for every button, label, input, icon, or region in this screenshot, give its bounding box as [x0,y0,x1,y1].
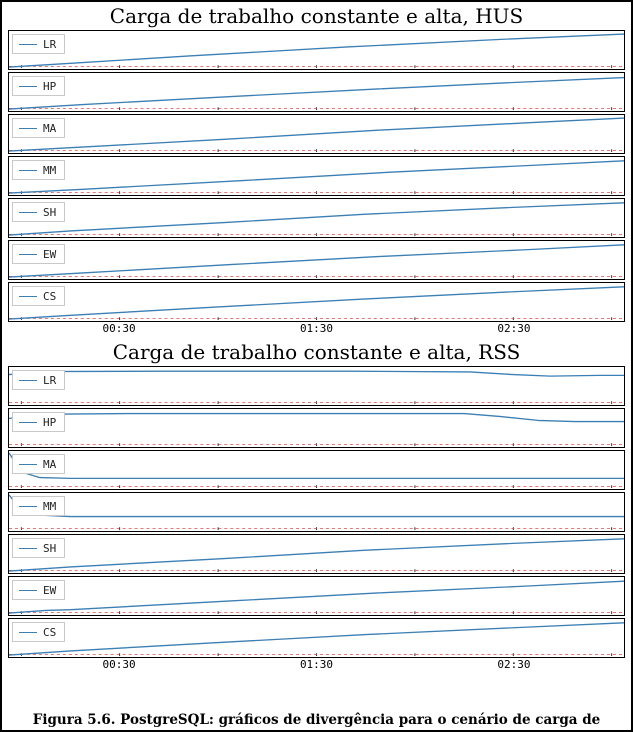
legend: MM [12,160,65,180]
x-tick-label: 02:30 [497,322,530,335]
chart-panel: LR [8,30,625,70]
figure-page: Carga de trabalho constante e alta, HUSL… [0,0,633,732]
legend: CS [12,286,65,306]
chart-panel: HP [8,72,625,112]
legend: LR [12,34,65,54]
legend-label: LR [43,374,56,387]
legend-label: HP [43,416,56,429]
figure-caption: Figura 5.6. PostgreSQL: gráficos de dive… [2,706,631,730]
chart-panel: EW [8,576,625,616]
x-tick-label: 00:30 [102,322,135,335]
legend-label: HP [43,80,56,93]
chart-panel: MA [8,450,625,490]
legend-swatch [19,296,37,297]
legend-swatch [19,506,37,507]
legend-swatch [19,548,37,549]
legend: MA [12,118,65,138]
legend-label: SH [43,206,56,219]
chart-block: Carga de trabalho constante e alta, RSSL… [2,338,631,674]
legend-label: MM [43,500,56,513]
legend-swatch [19,128,37,129]
panel-stack: LR HP MA MM SH EW CS [2,366,631,658]
legend: CS [12,622,65,642]
legend-label: SH [43,542,56,555]
legend-swatch [19,632,37,633]
legend-swatch [19,464,37,465]
legend-swatch [19,86,37,87]
x-axis: 00:30 01:30 02:30 [8,658,625,674]
panel-stack: LR HP MA MM SH EW CS [2,30,631,322]
x-axis: 00:30 01:30 02:30 [8,322,625,338]
legend: HP [12,412,65,432]
legend: EW [12,244,65,264]
legend-label: CS [43,290,56,303]
chart-block: Carga de trabalho constante e alta, HUSL… [2,2,631,338]
legend: SH [12,202,65,222]
x-tick-label: 02:30 [497,658,530,671]
legend-label: MA [43,458,56,471]
chart-panel: MM [8,156,625,196]
chart-panel: MA [8,114,625,154]
chart-panel: LR [8,366,625,406]
block-title: Carga de trabalho constante e alta, HUS [2,2,631,28]
x-tick-label: 01:30 [300,322,333,335]
legend-swatch [19,212,37,213]
legend: SH [12,538,65,558]
x-tick-label: 00:30 [102,658,135,671]
chart-panel: MM [8,492,625,532]
legend-swatch [19,254,37,255]
chart-panel: SH [8,198,625,238]
legend-label: EW [43,248,56,261]
legend-label: MA [43,122,56,135]
x-tick-label: 01:30 [300,658,333,671]
legend: EW [12,580,65,600]
chart-panel: SH [8,534,625,574]
legend-swatch [19,380,37,381]
chart-panel: HP [8,408,625,448]
chart-blocks: Carga de trabalho constante e alta, HUSL… [2,2,631,674]
legend-label: LR [43,38,56,51]
legend: LR [12,370,65,390]
chart-panel: CS [8,618,625,658]
chart-panel: EW [8,240,625,280]
legend: HP [12,76,65,96]
legend-label: CS [43,626,56,639]
legend-swatch [19,590,37,591]
block-title: Carga de trabalho constante e alta, RSS [2,338,631,364]
legend: MM [12,496,65,516]
legend: MA [12,454,65,474]
legend-label: MM [43,164,56,177]
legend-swatch [19,422,37,423]
legend-label: EW [43,584,56,597]
legend-swatch [19,170,37,171]
chart-panel: CS [8,282,625,322]
legend-swatch [19,44,37,45]
